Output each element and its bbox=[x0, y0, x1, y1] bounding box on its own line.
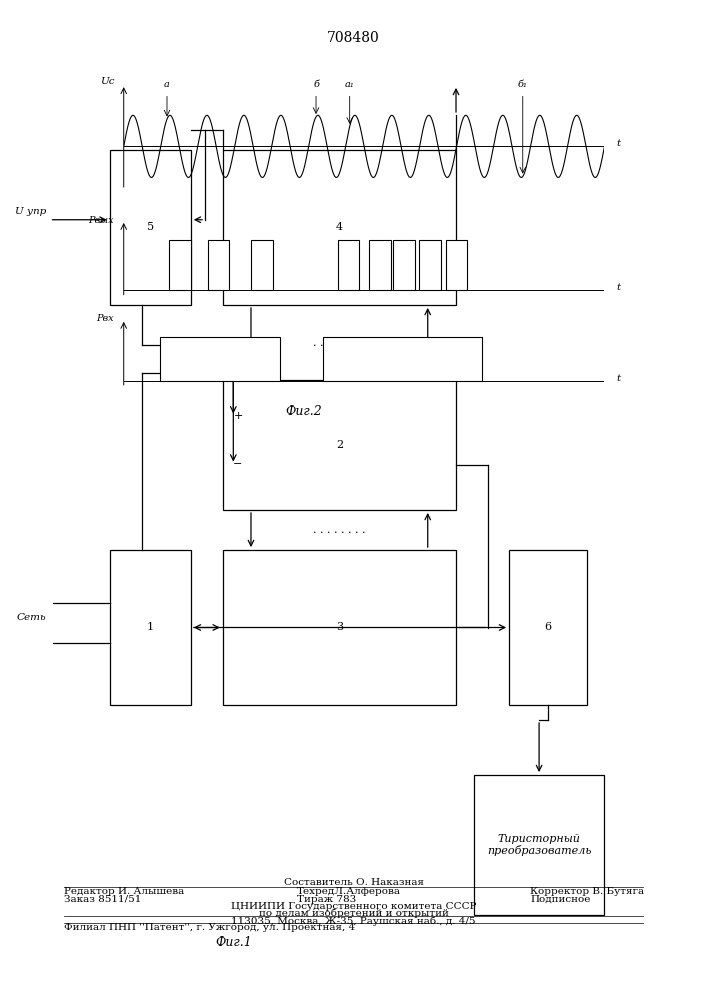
Text: 5: 5 bbox=[146, 223, 154, 232]
Text: ТехредЛ.Алферова: ТехредЛ.Алферова bbox=[297, 887, 401, 896]
Bar bbox=[223, 550, 456, 705]
Bar bbox=[170, 240, 191, 290]
Text: . . . . . . . .: . . . . . . . . bbox=[313, 338, 366, 348]
Bar bbox=[446, 240, 467, 290]
Bar bbox=[110, 550, 191, 705]
Text: Редактор И. Алышева: Редактор И. Алышева bbox=[64, 887, 184, 896]
Bar bbox=[110, 150, 191, 305]
Text: б₁: б₁ bbox=[518, 80, 527, 89]
Text: Подписное: Подписное bbox=[530, 895, 590, 904]
Text: по делам изобретений и открытий: по делам изобретений и открытий bbox=[259, 909, 448, 918]
Bar bbox=[251, 240, 273, 290]
Text: б: б bbox=[313, 80, 319, 89]
Bar bbox=[223, 380, 456, 510]
Text: Рвых: Рвых bbox=[88, 216, 114, 225]
Text: Корректор В. Бутяга: Корректор В. Бутяга bbox=[530, 887, 644, 896]
Text: a: a bbox=[164, 80, 170, 89]
Bar bbox=[509, 550, 587, 705]
Text: −: − bbox=[233, 460, 243, 470]
Text: 1: 1 bbox=[146, 622, 154, 633]
Text: Тираж 783: Тираж 783 bbox=[297, 895, 356, 904]
Bar bbox=[323, 337, 482, 381]
Text: Рвх: Рвх bbox=[96, 314, 114, 323]
Text: 113035, Москва, Ж-35, Раушская наб., д. 4/5: 113035, Москва, Ж-35, Раушская наб., д. … bbox=[231, 916, 476, 926]
Text: Uc: Uc bbox=[100, 77, 114, 86]
Text: t: t bbox=[617, 139, 621, 148]
Text: Заказ 8511/51: Заказ 8511/51 bbox=[64, 895, 141, 904]
Text: ЦНИИПИ Государственного комитета СССР: ЦНИИПИ Государственного комитета СССР bbox=[230, 902, 477, 911]
Bar bbox=[474, 775, 604, 915]
Bar bbox=[160, 337, 280, 381]
Text: t: t bbox=[617, 374, 621, 383]
Bar bbox=[393, 240, 414, 290]
Bar bbox=[369, 240, 390, 290]
Text: Филиал ПНП ''Патент'', г. Ужгород, ул. Проектная, 4: Филиал ПНП ''Патент'', г. Ужгород, ул. П… bbox=[64, 923, 355, 932]
Text: 3: 3 bbox=[336, 622, 343, 633]
Text: 6: 6 bbox=[544, 622, 551, 633]
Text: t: t bbox=[617, 283, 621, 292]
Text: a₁: a₁ bbox=[345, 80, 354, 89]
Bar bbox=[223, 150, 456, 305]
Text: . . . . . . . .: . . . . . . . . bbox=[313, 525, 366, 535]
Text: +: + bbox=[233, 411, 243, 421]
Text: Составитель О. Наказная: Составитель О. Наказная bbox=[284, 878, 423, 887]
Text: Фиг.2: Фиг.2 bbox=[286, 405, 322, 418]
Bar bbox=[208, 240, 230, 290]
Text: Фиг.1: Фиг.1 bbox=[215, 936, 252, 948]
Text: 708480: 708480 bbox=[327, 31, 380, 45]
Text: Сеть: Сеть bbox=[16, 613, 46, 622]
Text: 2: 2 bbox=[336, 440, 343, 450]
Text: Тиристорный
преобразователь: Тиристорный преобразователь bbox=[487, 834, 591, 856]
Bar bbox=[338, 240, 359, 290]
Text: U упр: U упр bbox=[15, 207, 46, 216]
Bar bbox=[419, 240, 441, 290]
Text: 4: 4 bbox=[336, 223, 343, 232]
